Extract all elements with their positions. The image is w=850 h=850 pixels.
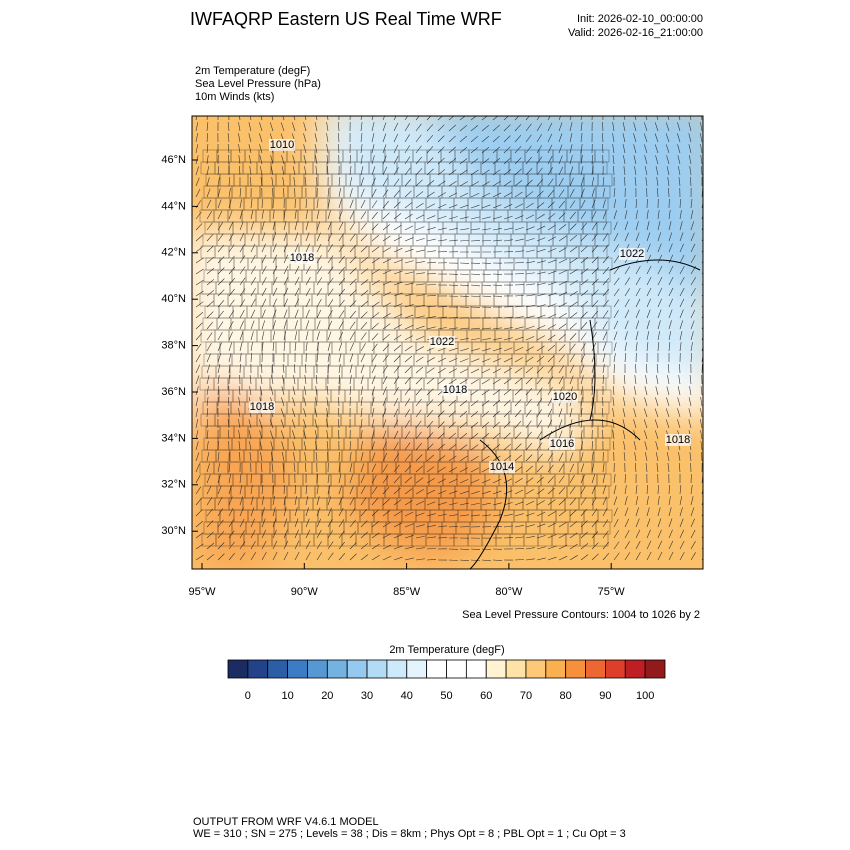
lon-label: 95°W <box>188 586 216 598</box>
contour-label: 1020 <box>553 391 577 403</box>
contour-label-bg <box>269 139 295 151</box>
colorbar-box <box>585 659 606 679</box>
colorbar-box <box>485 659 507 679</box>
colorbar-box <box>426 659 447 679</box>
contour-label: 1016 <box>550 438 574 450</box>
field-label: 2m Temperature (degF) <box>195 65 310 77</box>
colorbar-box <box>366 659 388 679</box>
colorbar-box <box>386 659 408 679</box>
contour-label-bg <box>442 384 468 396</box>
colorbar-box <box>605 659 626 679</box>
colorbar-tick-label: 60 <box>480 690 492 702</box>
contour-label: 1022 <box>620 248 644 260</box>
contour-label-bg <box>665 434 691 446</box>
contour-label: 1014 <box>490 461 514 473</box>
lat-label: 38°N <box>161 340 186 352</box>
colorbar-box <box>307 659 328 679</box>
colorbar-tick-label: 50 <box>440 690 452 702</box>
colorbar-box <box>525 659 547 679</box>
colorbar-box <box>346 659 368 679</box>
contour-label-bg <box>429 336 455 348</box>
contour-label-bg <box>489 461 515 473</box>
colorbar-tick-label: 90 <box>599 690 611 702</box>
valid-time: Valid: 2026-02-16_21:00:00 <box>568 27 703 39</box>
lat-label: 42°N <box>161 247 186 259</box>
colorbar-box <box>565 659 586 679</box>
colorbar-box <box>406 659 428 679</box>
colorbar-box <box>465 659 487 679</box>
contour-label: 1010 <box>270 139 294 151</box>
lon-label: 90°W <box>291 586 319 598</box>
colorbar-box <box>446 659 467 679</box>
contour-label-bg <box>552 391 578 403</box>
contour-label: 1022 <box>430 336 454 348</box>
field-label: 10m Winds (kts) <box>195 91 274 103</box>
contour-label-bg <box>549 438 575 450</box>
contour-label-bg <box>249 401 275 413</box>
colorbar-box <box>545 659 567 679</box>
map-field <box>192 116 703 569</box>
map-frame <box>191 115 704 570</box>
lat-label: 34°N <box>161 432 186 444</box>
contour-label: 1018 <box>250 401 274 413</box>
colorbar-box <box>227 659 249 679</box>
lat-label: 46°N <box>161 154 186 166</box>
colorbar-box <box>326 659 348 679</box>
colorbar-box <box>505 659 527 679</box>
colorbar-tick-label: 10 <box>281 690 293 702</box>
lat-label: 44°N <box>161 200 186 212</box>
contour-label-bg <box>619 248 645 260</box>
footer-line: OUTPUT FROM WRF V4.6.1 MODEL <box>193 816 379 828</box>
colorbar-box <box>644 659 666 679</box>
contour-note: Sea Level Pressure Contours: 1004 to 102… <box>462 609 700 621</box>
colorbar-tick-label: 0 <box>245 690 251 702</box>
lat-label: 36°N <box>161 386 186 398</box>
contour-label: 1018 <box>290 252 314 264</box>
contour-label: 1018 <box>443 384 467 396</box>
colorbar-title: 2m Temperature (degF) <box>389 644 504 656</box>
lat-label: 30°N <box>161 525 186 537</box>
colorbar-box <box>247 659 269 679</box>
title: IWFAQRP Eastern US Real Time WRF <box>190 9 502 29</box>
colorbar-box <box>267 659 288 679</box>
lat-label: 32°N <box>161 479 186 491</box>
colorbar-tick-label: 40 <box>401 690 413 702</box>
colorbar-box <box>287 659 308 679</box>
field-label: Sea Level Pressure (hPa) <box>195 78 321 90</box>
lon-label: 85°W <box>393 586 421 598</box>
contour-label-bg <box>289 252 315 264</box>
colorbar-tick-label: 80 <box>560 690 572 702</box>
lat-label: 40°N <box>161 293 186 305</box>
colorbar-tick-label: 70 <box>520 690 532 702</box>
init-time: Init: 2026-02-10_00:00:00 <box>577 13 703 25</box>
lon-label: 75°W <box>598 586 626 598</box>
colorbar-tick-label: 30 <box>361 690 373 702</box>
colorbar-tick-label: 20 <box>321 690 333 702</box>
lon-label: 80°W <box>495 586 523 598</box>
colorbar-box <box>624 659 646 679</box>
colorbar-tick-label: 100 <box>636 690 654 702</box>
contour-label: 1018 <box>666 434 690 446</box>
footer-line: WE = 310 ; SN = 275 ; Levels = 38 ; Dis … <box>193 828 626 840</box>
